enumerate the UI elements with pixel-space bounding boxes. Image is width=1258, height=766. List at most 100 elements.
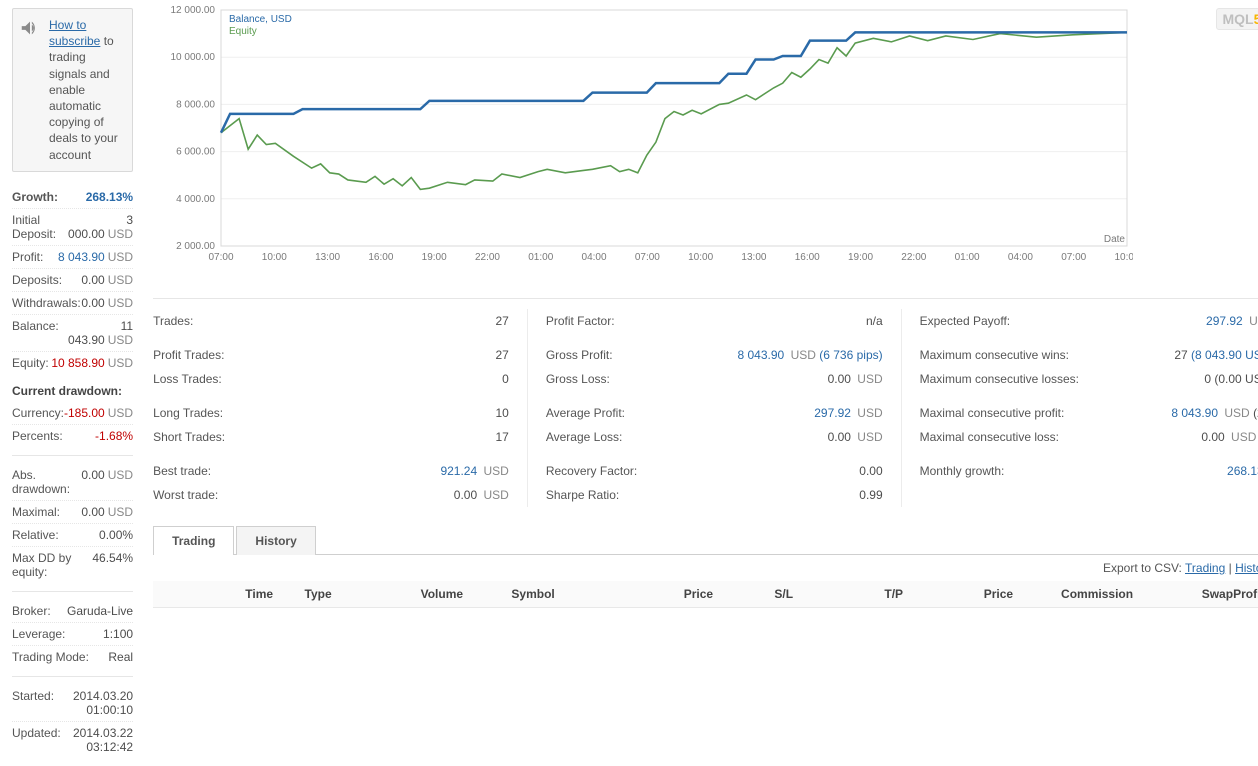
tip-box: How to subscribe to trading signals and …: [12, 8, 133, 172]
row-max-losses: Maximum consecutive losses:0 (0.00 USD): [920, 367, 1258, 391]
val-broker: Garuda-Live: [67, 604, 133, 618]
val-trading-mode: Real: [108, 650, 133, 664]
row-exp-payoff: Expected Payoff:297.92 USD: [920, 309, 1258, 333]
row-profit-factor: Profit Factor:n/a: [546, 309, 883, 333]
speaker-icon: [19, 17, 41, 39]
label-balance: Balance:: [12, 319, 59, 347]
export-history-link[interactable]: History: [1235, 561, 1258, 575]
row-sharpe: Sharpe Ratio:0.99: [546, 483, 883, 507]
sidebar: How to subscribe to trading signals and …: [0, 0, 143, 766]
label-trading-mode: Trading Mode:: [12, 650, 89, 664]
chart-svg: 2 000.004 000.006 000.008 000.0010 000.0…: [153, 4, 1133, 274]
export-row: Export to CSV: Trading | History: [153, 555, 1258, 581]
svg-text:07:00: 07:00: [635, 252, 660, 263]
svg-text:19:00: 19:00: [422, 252, 447, 263]
row-max-loss: Maximal consecutive loss:0.00 USD (0): [920, 425, 1258, 449]
divider: [12, 455, 133, 456]
svg-text:04:00: 04:00: [582, 252, 607, 263]
svg-text:8 000.00: 8 000.00: [176, 99, 215, 110]
row-growth: Growth: 268.13%: [12, 186, 133, 209]
row-worst-trade: Worst trade:0.00 USD: [153, 483, 509, 507]
svg-text:01:00: 01:00: [955, 252, 980, 263]
drawdown-head: Current drawdown:: [12, 374, 133, 402]
row-trading-mode: Trading Mode: Real: [12, 646, 133, 668]
svg-text:Date: Date: [1104, 234, 1126, 245]
row-deposits: Deposits: 0.00USD: [12, 269, 133, 292]
th-type: Type: [273, 587, 363, 601]
svg-text:13:00: 13:00: [315, 252, 340, 263]
label-maximal: Maximal:: [12, 505, 60, 519]
svg-text:22:00: 22:00: [475, 252, 500, 263]
tab-trading[interactable]: Trading: [153, 526, 234, 555]
mql5-watermark: MQL5: [1216, 8, 1258, 30]
stats-col-2: Profit Factor:n/a Gross Profit:8 043.90 …: [527, 309, 901, 507]
tab-history[interactable]: History: [236, 526, 315, 555]
svg-text:Equity: Equity: [229, 26, 257, 37]
row-gross-profit: Gross Profit:8 043.90 USD (6 736 pips): [546, 343, 883, 367]
row-balance: Balance: 11 043.90USD: [12, 315, 133, 352]
label-leverage: Leverage:: [12, 627, 65, 641]
label-maxdd-eq: Max DD by equity:: [12, 551, 92, 579]
svg-text:6 000.00: 6 000.00: [176, 147, 215, 158]
val-balance: 11 043.90USD: [59, 319, 133, 347]
page-root: How to subscribe to trading signals and …: [0, 0, 1258, 766]
row-monthly: Monthly growth:268.13%: [920, 459, 1258, 483]
th-volume: Volume: [363, 587, 463, 601]
table-header: Time Type Volume Symbol Price S/L T/P Pr…: [153, 581, 1258, 608]
label-profit: Profit:: [12, 250, 43, 264]
row-initial-deposit: Initial Deposit: 3 000.00USD: [12, 209, 133, 246]
row-best-trade: Best trade:921.24 USD: [153, 459, 509, 483]
tip-text: to trading signals and enable automatic …: [49, 34, 118, 161]
svg-text:10:00: 10:00: [262, 252, 287, 263]
label-updated: Updated:: [12, 726, 61, 754]
stats-col-1: Trades:27 Profit Trades:27 Loss Trades:0…: [153, 309, 527, 507]
row-abs-dd: Abs. drawdown: 0.00USD: [12, 464, 133, 501]
th-time: Time: [163, 587, 273, 601]
val-leverage: 1:100: [103, 627, 133, 641]
row-started: Started: 2014.03.20 01:00:10: [12, 685, 133, 722]
how-to-subscribe-link[interactable]: How to subscribe: [49, 18, 100, 48]
val-updated: 2014.03.22 03:12:42: [61, 726, 133, 754]
row-trades: Trades:27: [153, 309, 509, 333]
val-dd-currency: -185.00USD: [64, 406, 133, 420]
main-content: MQL5 2 000.004 000.006 000.008 000.0010 …: [143, 0, 1258, 766]
row-dd-percents: Percents: -1.68%: [12, 425, 133, 447]
th-symbol: Symbol: [463, 587, 603, 601]
val-relative: 0.00%: [99, 528, 133, 542]
row-leverage: Leverage: 1:100: [12, 623, 133, 646]
row-withdrawals: Withdrawals: 0.00USD: [12, 292, 133, 315]
svg-text:2 000.00: 2 000.00: [176, 241, 215, 252]
val-equity: 10 858.90USD: [51, 356, 133, 370]
th-commission: Commission: [1013, 587, 1133, 601]
svg-text:19:00: 19:00: [848, 252, 873, 263]
label-withdrawals: Withdrawals:: [12, 296, 81, 310]
svg-text:10:00: 10:00: [688, 252, 713, 263]
export-trading-link[interactable]: Trading: [1185, 561, 1225, 575]
svg-text:16:00: 16:00: [795, 252, 820, 263]
row-avg-profit: Average Profit:297.92 USD: [546, 401, 883, 425]
svg-text:4 000.00: 4 000.00: [176, 194, 215, 205]
tabs: Trading History: [153, 525, 1258, 555]
svg-text:13:00: 13:00: [741, 252, 766, 263]
svg-text:04:00: 04:00: [1008, 252, 1033, 263]
th-swap: Swap: [1133, 587, 1233, 601]
val-abs-dd: 0.00USD: [81, 468, 133, 496]
th-price: Price: [603, 587, 713, 601]
svg-text:10:00: 10:00: [1115, 252, 1134, 263]
divider: [12, 676, 133, 677]
th-tp: T/P: [793, 587, 903, 601]
stats-col-3: Expected Payoff:297.92 USD Maximum conse…: [901, 309, 1258, 507]
svg-text:12 000.00: 12 000.00: [171, 5, 216, 16]
svg-text:22:00: 22:00: [901, 252, 926, 263]
svg-text:01:00: 01:00: [528, 252, 553, 263]
val-dd-percents: -1.68%: [95, 429, 133, 443]
th-price2: Price: [903, 587, 1013, 601]
divider: [153, 298, 1258, 299]
val-profit: 8 043.90USD: [58, 250, 133, 264]
row-short-trades: Short Trades:17: [153, 425, 509, 449]
row-maxdd-eq: Max DD by equity: 46.54%: [12, 547, 133, 583]
svg-text:Balance, USD: Balance, USD: [229, 14, 292, 25]
row-equity: Equity: 10 858.90USD: [12, 352, 133, 374]
label-growth: Growth:: [12, 190, 58, 204]
row-profit-trades: Profit Trades:27: [153, 343, 509, 367]
